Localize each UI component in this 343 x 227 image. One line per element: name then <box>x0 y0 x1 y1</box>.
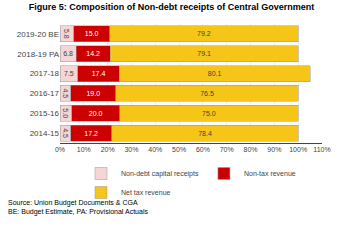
svg-text:79.1: 79.1 <box>197 50 211 57</box>
svg-text:40%: 40% <box>148 146 162 153</box>
svg-text:Source: Union Budget Documents: Source: Union Budget Documents & CGABE: … <box>8 199 148 216</box>
svg-text:78.4: 78.4 <box>198 130 212 137</box>
svg-text:4.5: 4.5 <box>62 88 69 98</box>
svg-text:90%: 90% <box>267 146 281 153</box>
svg-text:2019-20 BE: 2019-20 BE <box>17 30 59 39</box>
svg-text:100%: 100% <box>289 146 307 153</box>
svg-text:76.5: 76.5 <box>200 90 214 97</box>
svg-text:15.0: 15.0 <box>85 30 99 37</box>
svg-text:2018-19 PA: 2018-19 PA <box>17 50 59 59</box>
svg-text:2016-17: 2016-17 <box>30 89 60 98</box>
svg-text:Non-debt capital receipts: Non-debt capital receipts <box>121 170 199 178</box>
svg-text:14.2: 14.2 <box>86 50 100 57</box>
svg-text:80%: 80% <box>244 146 258 153</box>
svg-text:20%: 20% <box>101 146 115 153</box>
svg-text:30%: 30% <box>124 146 138 153</box>
svg-text:2014-15: 2014-15 <box>30 129 60 138</box>
svg-text:7.5: 7.5 <box>64 70 74 77</box>
svg-text:60%: 60% <box>196 146 210 153</box>
svg-text:4.5: 4.5 <box>62 128 69 138</box>
svg-text:Non-tax revenue: Non-tax revenue <box>244 170 296 177</box>
svg-text:19.0: 19.0 <box>86 90 100 97</box>
svg-text:50%: 50% <box>172 146 186 153</box>
svg-text:2017-18: 2017-18 <box>30 69 60 78</box>
svg-text:75.0: 75.0 <box>202 110 216 117</box>
svg-text:110%: 110% <box>313 146 330 153</box>
svg-text:Net tax revenue: Net tax revenue <box>121 189 171 196</box>
svg-text:20.0: 20.0 <box>89 110 103 117</box>
svg-text:17.2: 17.2 <box>84 130 98 137</box>
svg-text:17.4: 17.4 <box>92 70 106 77</box>
svg-text:Figure 5: Composition of Non-d: Figure 5: Composition of Non-debt receip… <box>29 2 315 12</box>
svg-text:2015-16: 2015-16 <box>30 109 60 118</box>
svg-text:0%: 0% <box>55 146 65 153</box>
svg-text:70%: 70% <box>220 146 234 153</box>
svg-text:5.0: 5.0 <box>62 108 69 118</box>
svg-text:10%: 10% <box>77 146 91 153</box>
svg-text:79.2: 79.2 <box>197 30 211 37</box>
svg-text:80.1: 80.1 <box>208 70 222 77</box>
svg-text:5.8: 5.8 <box>63 29 70 39</box>
svg-text:6.8: 6.8 <box>63 50 73 57</box>
